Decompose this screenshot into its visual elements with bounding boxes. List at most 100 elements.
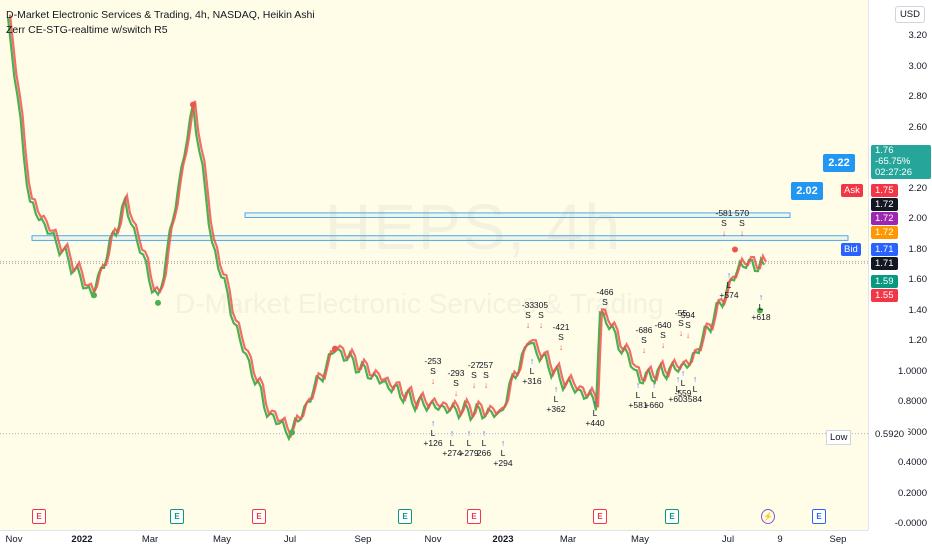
- price-axis-label: 2.00: [908, 213, 928, 224]
- price-tag: 1.72: [871, 198, 898, 211]
- time-axis-label: Sep: [829, 534, 847, 545]
- sell-signal-label: -33 S ↓: [521, 300, 535, 330]
- earnings-event-icon[interactable]: E: [467, 509, 481, 524]
- sell-signal-label: -466 S ↓: [596, 287, 614, 317]
- price-axis-label: 1.20: [908, 335, 928, 346]
- sell-signal-label: -55 S ↓: [674, 308, 688, 338]
- buy-signal-label: ↑ L +274: [442, 428, 462, 458]
- price-axis-label: 3.00: [908, 60, 928, 72]
- buy-signal-label: ↑ L +660: [644, 380, 664, 410]
- buy-signal-label: ↑ L +618: [751, 292, 771, 322]
- low-price-tag: 0.5920: [871, 428, 909, 441]
- buy-signal-label: ↑ L +581: [628, 380, 648, 410]
- chart-legend-title[interactable]: D-Market Electronic Services & Trading, …: [6, 9, 315, 21]
- low-price-label: Low: [826, 430, 852, 445]
- buy-signal-label: ↑ L +574: [719, 270, 739, 300]
- earnings-event-icon[interactable]: E: [252, 509, 266, 524]
- pivot-dot: [155, 299, 161, 306]
- pivot-dot: [190, 101, 196, 108]
- earnings-event-icon[interactable]: E: [398, 509, 412, 524]
- low-label-text: Low: [830, 432, 848, 443]
- last-price-tag: 1.76 -65.75% 02:27:26: [871, 145, 931, 179]
- last-price-value: 1.76: [875, 145, 894, 156]
- time-axis-label: 2022: [71, 534, 93, 545]
- trailing-stop-line: [8, 14, 767, 439]
- time-axis-label: 2023: [492, 534, 514, 545]
- time-axis-label: Nov: [5, 534, 23, 545]
- price-chart-svg: [0, 14, 868, 442]
- earnings-event-icon[interactable]: E: [812, 509, 826, 524]
- earnings-event-icon[interactable]: E: [32, 509, 46, 524]
- split-event-icon[interactable]: ⚡: [761, 509, 775, 524]
- time-axis-label: Sep: [354, 534, 372, 545]
- last-change-value: -65.75%: [875, 156, 911, 167]
- price-tag: 1.59: [871, 275, 898, 288]
- sell-signal-label: -293 S ↓: [447, 368, 465, 398]
- ask-price-tag: 1.75: [871, 184, 898, 197]
- price-axis-label: 1.60: [908, 274, 928, 285]
- sell-signal-label: -581 S ↓: [715, 208, 733, 238]
- time-axis-label: Jul: [283, 534, 297, 545]
- company-watermark: D-Market Electronic Services & Trading: [175, 288, 664, 319]
- pivot-dot: [732, 246, 738, 253]
- buy-signal-label: ↑ L +126: [423, 418, 443, 448]
- buy-signal-label: ↑ L +279: [459, 428, 479, 458]
- price-tag: 1.71: [871, 257, 898, 270]
- price-axis-label: 0.2000: [897, 487, 927, 499]
- sell-signal-label: 305 S ↓: [533, 300, 549, 330]
- earnings-event-icon[interactable]: E: [593, 509, 607, 524]
- sell-signal-label: -27 S ↓: [467, 360, 481, 390]
- ask-label: Ask: [841, 184, 863, 197]
- sell-signal-label: -686 S ↓: [635, 325, 653, 355]
- price-axis-label: 0.4000: [897, 457, 927, 468]
- indicator-legend[interactable]: Zerr CE-STG-realtime w/switch R5: [6, 24, 168, 36]
- zone-callout-lower[interactable]: 2.02: [791, 182, 823, 200]
- bid-label: Bid: [841, 243, 861, 256]
- countdown-value: 02:27:26: [875, 167, 912, 178]
- earnings-event-icon[interactable]: E: [170, 509, 184, 524]
- buy-signal-label: ↑ L +603: [668, 374, 688, 404]
- price-axis-label: -0.0000: [894, 518, 927, 529]
- sell-signal-label: -640 S ↓: [654, 320, 672, 350]
- buy-signal-label: ↑ L +362: [546, 384, 566, 414]
- price-axis-label: 2.60: [908, 121, 928, 133]
- symbol-watermark: HEPS, 4h: [325, 191, 623, 263]
- price-tag: 1.72: [871, 226, 898, 239]
- sell-signal-label: 570 S ↓: [734, 208, 750, 238]
- sell-signal-label: 594 S ↓: [680, 310, 696, 340]
- price-tag: 1.55: [871, 289, 898, 302]
- price-axis-label: 1.80: [908, 243, 928, 255]
- pivot-dot: [289, 429, 295, 436]
- time-axis-label: 9: [777, 534, 783, 545]
- time-axis-label: Nov: [424, 534, 442, 545]
- price-axis-label: 3.20: [908, 30, 928, 41]
- resistance-zone: [31, 235, 849, 241]
- price-axis-label: 2.80: [908, 91, 928, 102]
- currency-button[interactable]: USD: [894, 6, 925, 23]
- zone-callout-upper[interactable]: 2.22: [823, 154, 855, 172]
- buy-signal-label: ↑ L +440: [585, 398, 605, 428]
- price-axis-label: 0.8000: [897, 396, 927, 407]
- buy-signal-label: ↑ L +316: [522, 356, 542, 386]
- pivot-dot: [757, 307, 763, 314]
- buy-signal-label: ↑ L 584: [687, 374, 703, 404]
- resistance-zone: [244, 212, 791, 218]
- price-tag: 1.72: [871, 212, 898, 225]
- buy-signal-label: ↑ L 266: [476, 428, 492, 458]
- pivot-dot: [332, 345, 338, 352]
- heikin-ashi-series: [6, 17, 765, 442]
- time-axis[interactable]: Nov 2022 Mar May Jul Sep Nov 2023 Mar May Jul 9 Sep: [0, 530, 868, 551]
- bid-price-tag: 1.71: [871, 243, 898, 256]
- chart-area[interactable]: HEPS, 4h D-Market Electronic Services & …: [0, 0, 868, 530]
- sell-signal-label: -253 S ↓: [424, 356, 442, 386]
- earnings-event-icon[interactable]: E: [665, 509, 679, 524]
- price-axis[interactable]: USD 3.203.002.802.602.402.202.001.801.60…: [841, 0, 932, 530]
- time-axis-label: Mar: [141, 534, 159, 545]
- sell-signal-label: 257 S ↓: [478, 360, 494, 390]
- time-axis-label: Mar: [559, 534, 577, 545]
- price-axis-label: 1.0000: [897, 365, 927, 377]
- pivot-dot: [91, 292, 97, 299]
- buy-signal-label: ↑ L +294: [493, 438, 513, 468]
- sell-signal-label: -421 S ↓: [552, 322, 570, 352]
- buy-signal-label: ↑ L -559: [674, 368, 692, 398]
